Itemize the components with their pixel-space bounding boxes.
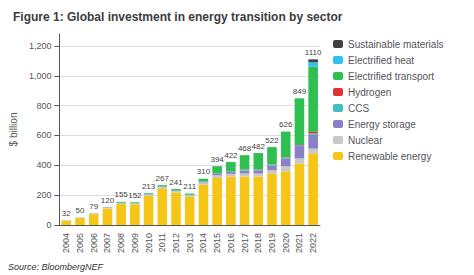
svg-text:50: 50 <box>76 206 85 215</box>
svg-text:2004: 2004 <box>61 233 71 253</box>
svg-text:2008: 2008 <box>116 233 126 253</box>
svg-text:Energy storage: Energy storage <box>348 119 416 130</box>
svg-text:213: 213 <box>142 182 156 191</box>
svg-text:0: 0 <box>46 220 51 230</box>
svg-text:468: 468 <box>238 144 252 153</box>
svg-text:1,200: 1,200 <box>29 41 52 51</box>
svg-text:310: 310 <box>197 167 211 176</box>
svg-text:2015: 2015 <box>212 233 222 253</box>
svg-text:2014: 2014 <box>198 233 208 253</box>
svg-text:Figure 1: Global investment in: Figure 1: Global investment in energy tr… <box>13 10 343 24</box>
svg-text:Electrified transport: Electrified transport <box>348 71 434 82</box>
svg-text:2006: 2006 <box>89 233 99 253</box>
svg-text:394: 394 <box>210 155 224 164</box>
svg-text:522: 522 <box>265 136 279 145</box>
svg-text:Nuclear: Nuclear <box>348 135 383 146</box>
svg-text:482: 482 <box>252 142 266 151</box>
svg-text:2017: 2017 <box>240 233 250 253</box>
svg-text:2016: 2016 <box>226 233 236 253</box>
svg-text:1,000: 1,000 <box>29 71 52 81</box>
svg-text:241: 241 <box>169 178 183 187</box>
svg-text:$ billion: $ billion <box>8 113 19 147</box>
svg-text:155: 155 <box>114 190 128 199</box>
svg-text:2018: 2018 <box>253 233 263 253</box>
svg-text:200: 200 <box>36 190 51 200</box>
svg-text:Renewable energy: Renewable energy <box>348 151 431 162</box>
svg-text:600: 600 <box>36 130 51 140</box>
svg-text:2011: 2011 <box>157 233 167 252</box>
svg-text:Source: BloombergNEF: Source: BloombergNEF <box>8 262 104 272</box>
svg-text:2020: 2020 <box>281 233 291 253</box>
svg-text:Electrified heat: Electrified heat <box>348 55 414 66</box>
svg-text:422: 422 <box>224 151 238 160</box>
svg-text:400: 400 <box>36 160 51 170</box>
svg-text:Hydrogen: Hydrogen <box>348 87 391 98</box>
svg-text:2019: 2019 <box>267 233 277 253</box>
svg-text:626: 626 <box>279 120 293 129</box>
svg-text:800: 800 <box>36 101 51 111</box>
svg-text:32: 32 <box>62 209 71 218</box>
svg-text:211: 211 <box>183 182 196 191</box>
svg-text:Sustainable materials: Sustainable materials <box>348 39 444 50</box>
svg-text:152: 152 <box>128 191 142 200</box>
svg-text:2005: 2005 <box>75 233 85 253</box>
svg-text:2010: 2010 <box>144 233 154 253</box>
svg-text:2012: 2012 <box>171 233 181 253</box>
svg-text:2009: 2009 <box>130 233 140 253</box>
svg-text:2022: 2022 <box>308 233 318 253</box>
svg-text:2013: 2013 <box>185 233 195 253</box>
svg-text:120: 120 <box>101 196 115 205</box>
svg-text:849: 849 <box>293 87 307 96</box>
svg-text:2007: 2007 <box>102 233 112 253</box>
svg-text:1110: 1110 <box>305 48 322 57</box>
svg-text:2021: 2021 <box>294 233 304 253</box>
svg-text:79: 79 <box>89 202 98 211</box>
svg-text:267: 267 <box>156 174 170 183</box>
svg-text:CCS: CCS <box>348 103 369 114</box>
